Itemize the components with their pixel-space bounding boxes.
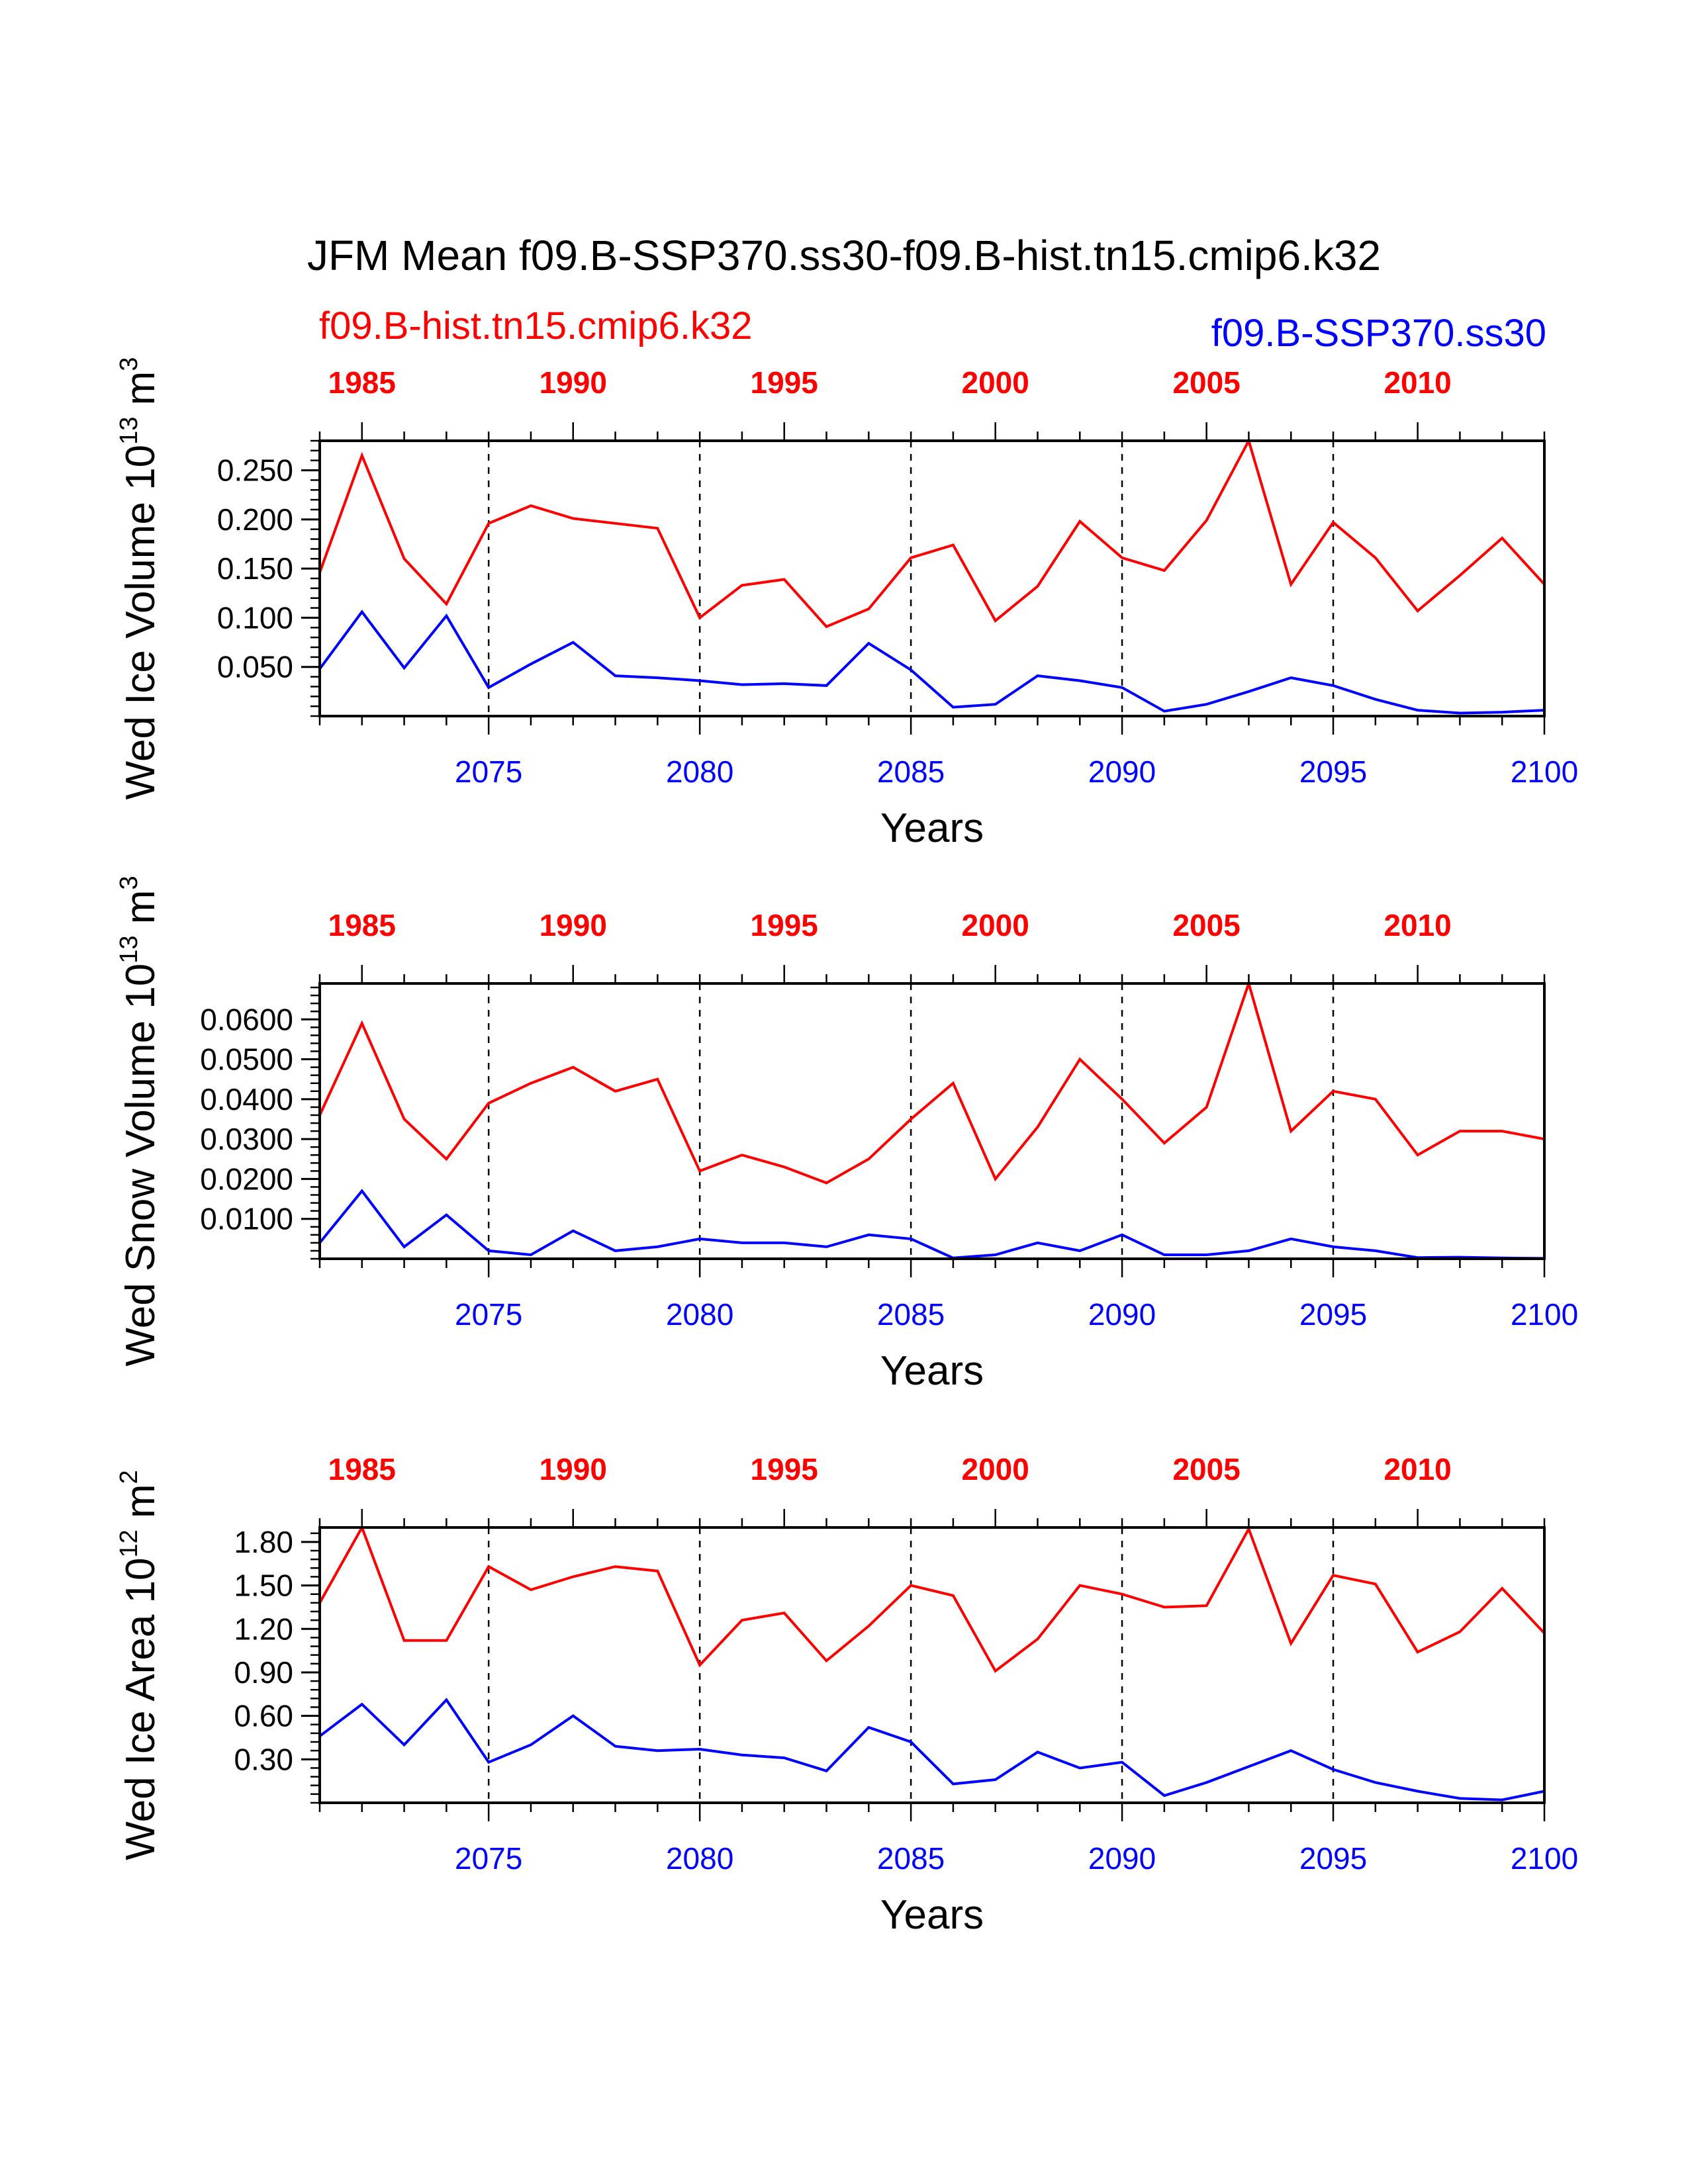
y-tick-label: 0.0100 [200, 1202, 293, 1236]
x-bottom-tick-label: 2075 [455, 1297, 522, 1332]
y-tick-label: 1.50 [234, 1569, 293, 1603]
x-bottom-tick-label: 2090 [1088, 754, 1156, 789]
legend-hist-label: f09.B-hist.tn15.cmip6.k32 [319, 304, 752, 347]
x-bottom-tick-label: 2100 [1511, 754, 1578, 789]
panel-3: 0.30 0.60 0.90 1.20 1.50 1.80 2075 2080 2085 2090… [115, 1452, 1578, 1938]
x-bottom-tick-label: 2085 [877, 1841, 945, 1876]
x-bottom-tick-label: 2095 [1299, 754, 1367, 789]
x-top-tick-label: 1995 [751, 908, 818, 942]
plot-frame-2 [318, 982, 1546, 1260]
x-bottom-tick-label: 2085 [877, 1297, 945, 1332]
y-tick-label: 0.200 [217, 502, 293, 537]
x-bottom-tick-label: 2095 [1299, 1297, 1367, 1332]
x-bottom-tick-label: 2075 [455, 754, 522, 789]
y-tick-label: 0.100 [217, 600, 293, 635]
x-top-tick-label: 1985 [328, 908, 396, 942]
x-bottom-tick-label: 2080 [666, 1841, 733, 1876]
x-bottom-tick-label: 2090 [1088, 1297, 1156, 1332]
y-tick-label: 0.60 [234, 1699, 293, 1733]
hist-series-line-1 [318, 437, 1546, 629]
panel-1: 0.050 0.100 0.150 0.200 0.250 2075 2080 2085 209… [115, 357, 1578, 851]
x-top-tick-label: 1995 [751, 365, 818, 400]
ssp-series-line-3 [318, 1698, 1545, 1801]
x-axis-title: Years [880, 1348, 984, 1394]
x-top-tick-label: 1985 [328, 365, 396, 400]
x-top-tick-label: 2000 [962, 908, 1029, 942]
x-top-tick-label: 1995 [751, 1452, 818, 1486]
ssp-series-line-2 [318, 1189, 1545, 1260]
x-top-tick-label: 2010 [1383, 365, 1451, 400]
y-tick-label: 0.050 [217, 650, 293, 684]
y-axis-title: Wed Ice Volume 1013 m3 [115, 357, 164, 800]
ssp-series-line-1 [318, 610, 1545, 715]
y-tick-label: 0.0600 [200, 1002, 293, 1036]
x-top-tick-label: 2005 [1172, 908, 1240, 942]
legend-ssp-label: f09.B-SSP370.ss30 [1211, 312, 1546, 355]
y-tick-label: 0.90 [234, 1655, 293, 1690]
y-tick-label: 0.250 [217, 453, 293, 488]
x-bottom-tick-label: 2090 [1088, 1841, 1156, 1876]
x-bottom-tick-label: 2085 [877, 754, 945, 789]
x-top-tick-label: 1985 [328, 1452, 396, 1486]
x-top-tick-label: 2010 [1383, 1452, 1451, 1486]
x-axis-title: Years [880, 1892, 984, 1938]
y-tick-label: 1.20 [234, 1612, 293, 1646]
x-bottom-tick-label: 2095 [1299, 1841, 1367, 1876]
y-tick-label: 0.30 [234, 1742, 293, 1776]
x-bottom-tick-label: 2100 [1511, 1297, 1578, 1332]
x-bottom-tick-label: 2080 [666, 1297, 733, 1332]
x-bottom-tick-label: 2080 [666, 754, 733, 789]
x-top-tick-label: 2000 [962, 365, 1029, 400]
x-top-tick-label: 2000 [962, 1452, 1029, 1486]
panel-2: 0.0100 0.0200 0.0300 0.0400 0.0500 0.0600 2075… [115, 876, 1578, 1394]
x-top-tick-label: 1990 [539, 365, 607, 400]
x-top-tick-label: 2005 [1172, 365, 1240, 400]
hist-series-line-3 [318, 1524, 1546, 1673]
y-axis-title: Wed Snow Volume 1013 m3 [115, 876, 164, 1366]
y-tick-label: 1.80 [234, 1525, 293, 1559]
x-bottom-tick-label: 2100 [1511, 1841, 1578, 1876]
y-tick-label: 0.0300 [200, 1122, 293, 1156]
figure-title: JFM Mean f09.B-SSP370.ss30-f09.B-hist.tn… [307, 232, 1381, 279]
x-top-tick-label: 1990 [539, 908, 607, 942]
plot-frame-3 [318, 1526, 1546, 1804]
x-bottom-tick-label: 2075 [455, 1841, 522, 1876]
hist-series-line-2 [318, 979, 1545, 1185]
x-top-tick-label: 2010 [1383, 908, 1451, 942]
y-tick-label: 0.0400 [200, 1082, 293, 1116]
x-top-tick-label: 2005 [1172, 1452, 1240, 1486]
plot-frame-1 [318, 439, 1546, 717]
y-tick-label: 0.0500 [200, 1042, 293, 1077]
y-tick-label: 0.150 [217, 551, 293, 586]
y-axis-title: Wed Ice Area 1012 m2 [115, 1470, 164, 1860]
y-tick-label: 0.0200 [200, 1161, 293, 1196]
x-top-tick-label: 1990 [539, 1452, 607, 1486]
x-axis-title: Years [880, 805, 984, 851]
panels-group: 0.050 0.100 0.150 0.200 0.250 2075 2080 2085 209… [115, 357, 1578, 1938]
